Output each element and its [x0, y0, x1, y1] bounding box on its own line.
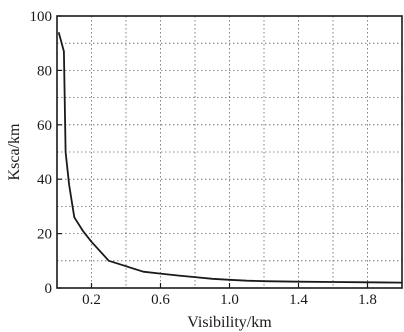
- y-tick-label: 40: [37, 172, 52, 188]
- series-line: [57, 32, 403, 284]
- y-tick-label: 80: [37, 63, 52, 79]
- x-tick-label: 1.8: [358, 292, 377, 308]
- x-tick-label: 0.2: [82, 292, 101, 308]
- x-axis-label: Visibility/km: [187, 314, 272, 331]
- y-tick-label: 0: [45, 281, 53, 297]
- y-axis-label: Ksca/km: [6, 123, 23, 180]
- y-tick-label: 60: [37, 118, 52, 134]
- x-tick-label: 1.0: [220, 292, 239, 308]
- y-tick-label: 20: [37, 227, 52, 243]
- grid: [57, 16, 402, 288]
- series: [57, 32, 403, 284]
- tick-labels: 0.2 0.6 1.0 1.4 1.8 0 20 40 60 80 100: [30, 9, 377, 308]
- x-tick-label: 1.4: [289, 292, 308, 308]
- y-tick-label: 100: [30, 9, 53, 25]
- x-tick-label: 0.6: [151, 292, 170, 308]
- ticks: [57, 15, 369, 289]
